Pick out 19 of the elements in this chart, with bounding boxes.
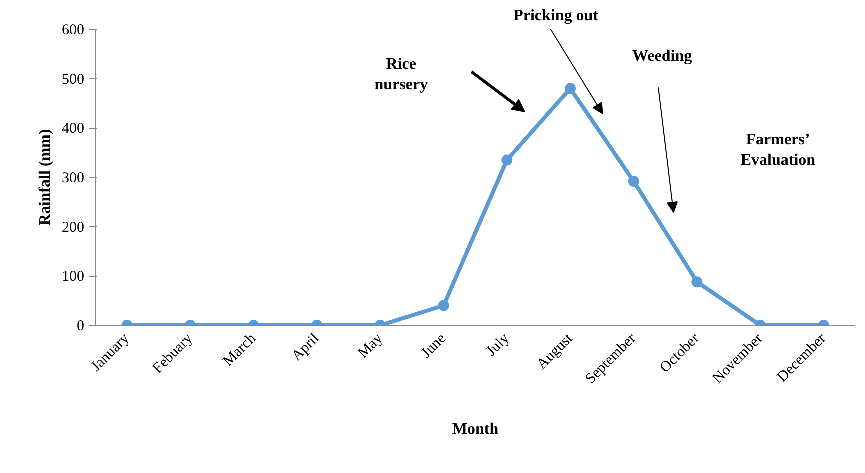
annotation: Rice nursery xyxy=(374,56,428,94)
point xyxy=(565,83,576,94)
y-tick-label: 600 xyxy=(62,22,84,38)
x-tick-label: June xyxy=(418,330,450,362)
y-tick-label: 500 xyxy=(62,72,84,88)
text: Pricking out xyxy=(514,8,600,24)
annotation: Weeding xyxy=(632,48,692,66)
x-axis-title: Month xyxy=(452,421,499,438)
point xyxy=(628,176,640,187)
x-tick-label: July xyxy=(484,330,514,360)
y-tick-label: 400 xyxy=(62,121,84,138)
y-axis-title: Rainfall (mm) xyxy=(37,129,54,226)
y-tick-label: 0 xyxy=(77,318,84,334)
point xyxy=(502,154,513,166)
y-tick-label: 300 xyxy=(62,170,84,186)
y-tick-label: 200 xyxy=(62,220,84,236)
y-tick-label: 100 xyxy=(62,269,84,286)
x-tick-label: May xyxy=(355,330,387,362)
annotation: Farmers’ Evaluation xyxy=(740,132,816,170)
